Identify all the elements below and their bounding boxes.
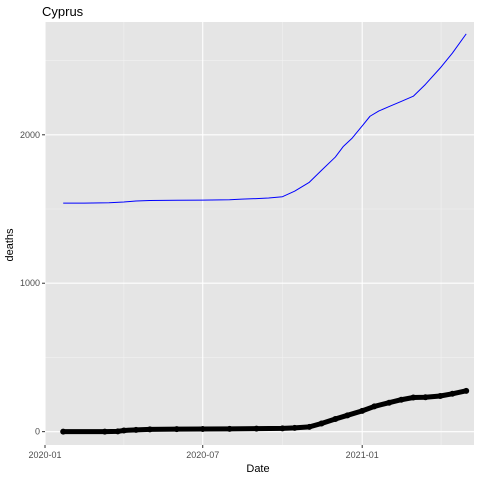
data-point [344, 412, 351, 419]
x-tick-label: 2020-07 [186, 450, 219, 460]
data-point [449, 390, 456, 397]
data-point [463, 387, 470, 394]
y-axis-ticks: 0 1000 2000 [20, 130, 45, 437]
data-point [306, 423, 313, 430]
x-axis-label: Date [246, 463, 269, 475]
y-tick-label: 2000 [20, 130, 40, 140]
data-point [291, 424, 298, 431]
data-point [437, 393, 444, 400]
data-point [386, 399, 393, 406]
data-point [279, 425, 286, 432]
data-point [318, 420, 325, 427]
data-point [253, 425, 260, 432]
data-point [199, 425, 206, 432]
minor-gridlines [45, 22, 474, 445]
data-point [359, 407, 366, 414]
data-point [60, 428, 67, 435]
data-point [226, 425, 233, 432]
x-axis-ticks: 2020-01 2020-07 2021-01 [28, 445, 379, 460]
data-point [371, 403, 378, 410]
major-gridlines [44, 22, 474, 445]
chart-title: Cyprus [42, 4, 84, 19]
x-tick-label: 2021-01 [346, 450, 379, 460]
data-point [398, 396, 405, 403]
data-point [332, 416, 339, 423]
y-tick-label: 0 [35, 427, 40, 437]
data-point [173, 426, 180, 433]
data-point [101, 428, 108, 435]
x-tick-label: 2020-01 [28, 450, 61, 460]
y-tick-label: 1000 [20, 278, 40, 288]
data-point [146, 426, 153, 433]
series-line-0 [63, 33, 467, 204]
plot-panel [45, 22, 474, 445]
y-axis-label: deaths [4, 228, 16, 262]
data-point [133, 426, 139, 433]
data-point [120, 427, 127, 434]
data-point [422, 394, 429, 401]
data-point [114, 428, 121, 435]
series-layer [60, 33, 470, 435]
data-point [410, 394, 417, 401]
